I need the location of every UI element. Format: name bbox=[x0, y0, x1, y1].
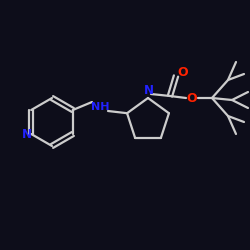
Text: NH: NH bbox=[91, 102, 109, 112]
Text: N: N bbox=[144, 84, 154, 98]
Text: O: O bbox=[187, 92, 197, 104]
Text: N: N bbox=[22, 128, 32, 141]
Text: O: O bbox=[178, 66, 188, 78]
